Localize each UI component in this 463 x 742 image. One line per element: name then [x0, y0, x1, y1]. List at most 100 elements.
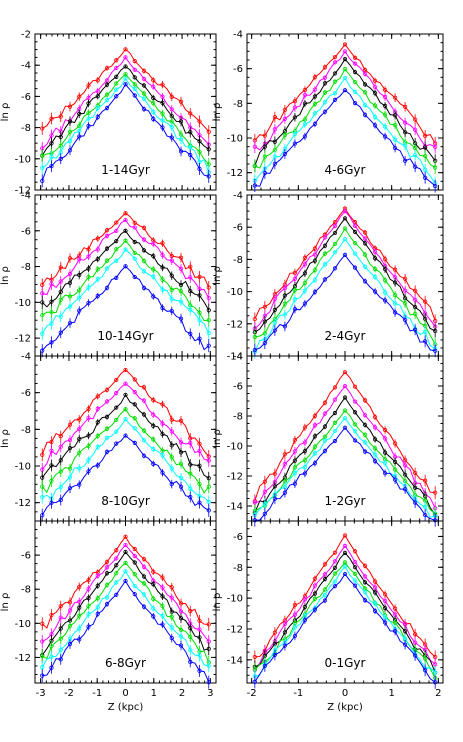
y-tick-label: -6	[21, 92, 31, 103]
data-point	[151, 100, 156, 106]
data-point	[114, 275, 119, 280]
data-point	[262, 304, 267, 309]
data-point	[141, 225, 147, 230]
data-point	[58, 636, 63, 641]
y-tick-label: -6	[21, 388, 31, 399]
data-point	[342, 66, 348, 72]
panel-left-1: -2 -4 -6 -8 -10 -12 ln ρ 1-14Gyr	[0, 30, 217, 197]
data-point	[49, 478, 54, 484]
data-point	[160, 287, 165, 292]
data-point	[123, 64, 128, 69]
data-point	[392, 113, 398, 118]
y-axis-label: ln ρ	[0, 103, 11, 122]
data-point	[423, 167, 428, 172]
data-point	[123, 560, 128, 566]
data-point	[372, 249, 378, 254]
data-point	[352, 61, 358, 66]
data-point	[123, 264, 128, 269]
data-point	[382, 124, 388, 129]
data-point	[67, 119, 73, 124]
data-point	[114, 239, 119, 244]
data-point	[282, 286, 287, 291]
data-point	[292, 471, 298, 476]
data-point	[342, 395, 348, 400]
data-point	[372, 78, 378, 83]
y-tick-label: -12	[227, 319, 243, 330]
data-point	[123, 407, 128, 412]
data-point	[141, 258, 147, 264]
data-point	[141, 237, 147, 242]
data-point	[433, 348, 438, 353]
data-point	[86, 416, 91, 421]
data-point	[382, 471, 388, 476]
data-point	[312, 277, 318, 283]
data-point	[123, 82, 128, 87]
data-point	[322, 100, 328, 105]
data-point	[262, 479, 267, 484]
data-point	[86, 116, 91, 121]
data-point	[132, 86, 137, 91]
data-point	[188, 111, 193, 116]
data-point	[114, 81, 119, 86]
data-point	[332, 550, 338, 555]
data-point	[302, 301, 308, 306]
data-point	[123, 433, 128, 438]
data-point	[169, 585, 174, 590]
data-point	[342, 425, 348, 430]
data-point	[282, 461, 287, 467]
data-point	[160, 603, 165, 609]
data-point	[352, 578, 358, 583]
data-point	[95, 605, 100, 610]
data-point	[322, 81, 328, 86]
data-point	[423, 668, 428, 673]
data-point	[151, 274, 156, 279]
data-point	[206, 499, 211, 504]
data-point	[104, 449, 110, 454]
data-point	[372, 289, 378, 294]
data-point	[423, 329, 428, 335]
data-point	[197, 336, 202, 341]
y-axis-label: ln ρ	[212, 429, 223, 448]
data-point	[169, 296, 174, 302]
data-point	[95, 236, 100, 241]
data-point	[332, 91, 338, 96]
data-point	[342, 57, 348, 62]
data-point	[123, 549, 128, 555]
data-point	[272, 496, 277, 501]
data-point	[423, 478, 428, 483]
data-point	[282, 490, 287, 495]
data-point	[141, 385, 147, 390]
panel-right-3: -4 -6 -8 -10 -12 -14 ln ρ 1-2Gyr	[212, 352, 444, 527]
data-point	[252, 334, 257, 340]
y-tick-label: -12	[227, 472, 243, 483]
data-point	[362, 590, 368, 595]
data-point	[86, 612, 91, 617]
series-line	[42, 418, 210, 503]
data-point	[322, 587, 328, 592]
data-point	[188, 486, 193, 491]
data-point	[372, 266, 378, 272]
data-point	[132, 225, 137, 230]
data-point	[322, 90, 328, 95]
data-point	[206, 285, 211, 290]
data-point	[169, 258, 174, 263]
data-point	[104, 228, 110, 233]
data-point	[312, 101, 318, 107]
data-point	[58, 485, 63, 490]
data-point	[322, 424, 328, 429]
age-bin-label: 1-14Gyr	[101, 163, 150, 177]
data-point	[40, 153, 45, 158]
x-tick-label: 0	[122, 688, 128, 699]
data-point	[178, 99, 184, 104]
data-point	[86, 624, 91, 629]
data-point	[132, 274, 137, 280]
data-point	[403, 104, 408, 109]
data-point	[77, 272, 82, 278]
data-point	[332, 71, 338, 76]
data-point	[423, 145, 428, 150]
panel-left-2: -4 -6 -8 -10 -12 ln ρ 10-14Gyr	[0, 191, 217, 358]
data-point	[372, 103, 378, 108]
x-tick-label: -2	[64, 688, 74, 699]
data-point	[67, 641, 73, 647]
